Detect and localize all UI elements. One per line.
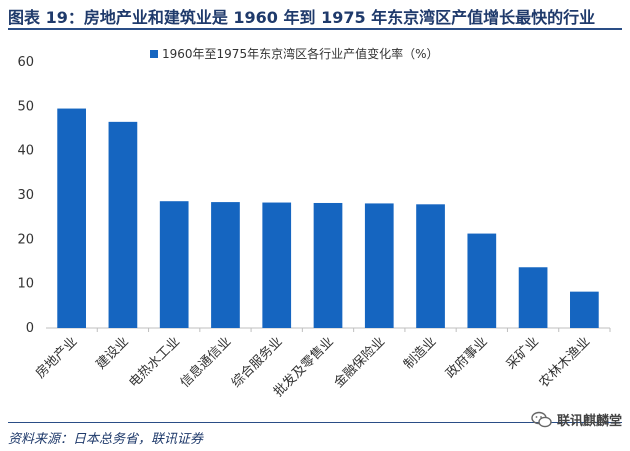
bar xyxy=(108,121,138,328)
x-tick-label: 制造业 xyxy=(401,334,439,372)
bar xyxy=(262,202,292,328)
y-tick-label: 30 xyxy=(17,188,34,203)
x-tick-label: 电热水工业 xyxy=(126,334,183,391)
y-tick-label: 50 xyxy=(17,99,34,114)
x-tick-label: 房地产业 xyxy=(32,334,80,382)
bar xyxy=(313,202,343,328)
chart-title: 图表 19：房地产业和建筑业是 1960 年到 1975 年东京湾区产值增长最快… xyxy=(8,8,596,27)
x-tick-label: 信息通信业 xyxy=(177,334,234,391)
bar xyxy=(416,204,445,328)
x-tick-label: 农林木渔业 xyxy=(537,334,594,391)
title-rule xyxy=(8,28,622,30)
source-note: 资料来源：日本总务省，联讯证券 xyxy=(8,432,204,447)
bar xyxy=(159,201,189,328)
bar xyxy=(364,203,394,328)
x-tick-label: 政府事业 xyxy=(443,334,490,381)
watermark: 联讯麒麟堂 xyxy=(531,410,622,429)
bar xyxy=(570,291,599,328)
y-tick-label: 10 xyxy=(17,277,34,292)
bar xyxy=(518,267,548,328)
legend-swatch xyxy=(150,50,158,58)
y-tick-label: 20 xyxy=(17,232,34,247)
wechat-icon xyxy=(531,411,552,427)
x-tick-label: 采矿业 xyxy=(504,334,542,372)
legend: 1960年至1975年东京湾区各行业产值变化率（%） xyxy=(150,46,438,61)
bar xyxy=(57,108,86,328)
bar xyxy=(467,233,497,328)
x-tick-label: 建设业 xyxy=(94,334,132,372)
bar xyxy=(211,202,240,328)
y-tick-label: 40 xyxy=(17,144,34,159)
watermark-text: 联讯麒麟堂 xyxy=(556,414,622,429)
source-rule xyxy=(8,422,622,423)
x-tick-label: 金融保险业 xyxy=(331,334,388,391)
legend-label: 1960年至1975年东京湾区各行业产值变化率（%） xyxy=(162,46,438,61)
y-tick-label: 60 xyxy=(17,55,34,70)
y-tick-label: 0 xyxy=(26,321,34,336)
